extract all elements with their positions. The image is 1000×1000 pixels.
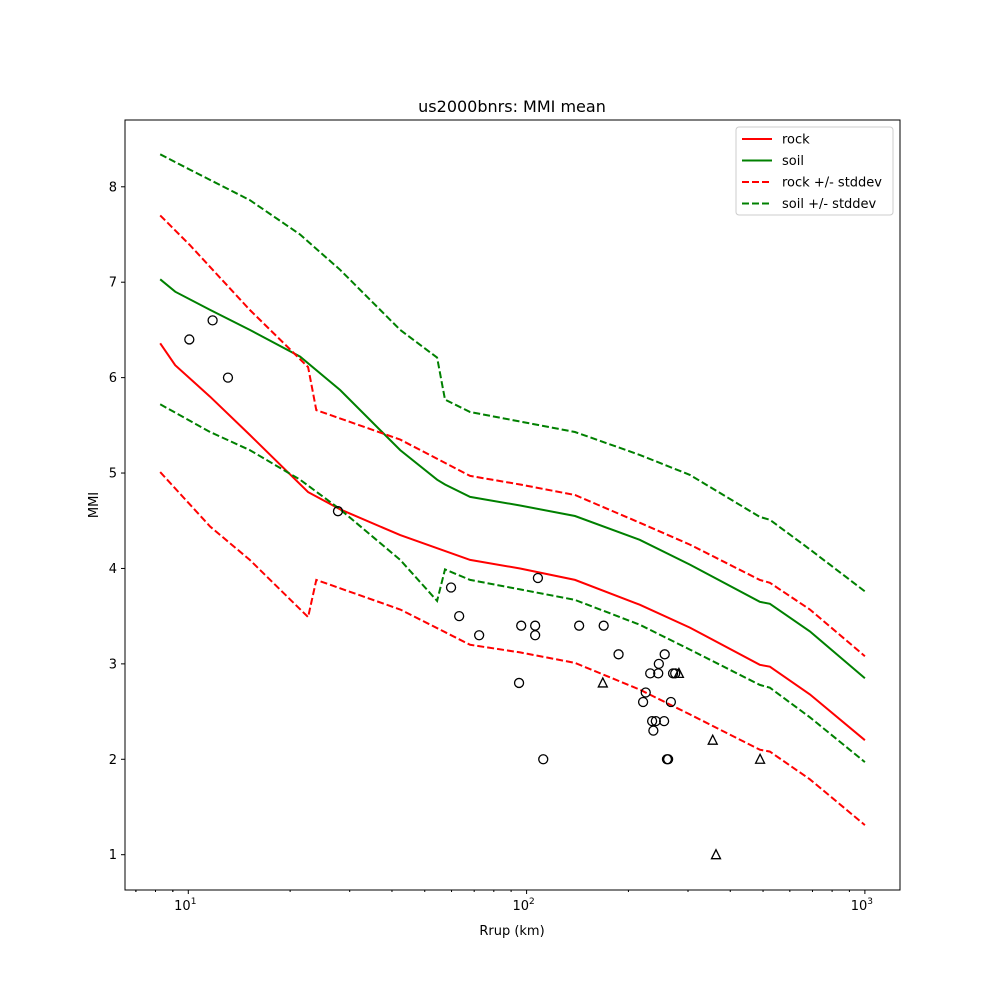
series-line-2 [159, 214, 866, 657]
series-line-5 [159, 403, 866, 763]
data-point-circle [454, 611, 465, 622]
y-tick-label: 4 [109, 562, 117, 577]
data-point-circle [184, 334, 195, 345]
data-point-circle [658, 715, 670, 727]
data-point-circle [516, 620, 527, 631]
y-tick-label: 5 [109, 467, 117, 482]
series-line-4 [159, 153, 866, 593]
data-point-circle [640, 687, 651, 698]
chart-title: us2000bnrs: MMI mean [418, 97, 606, 116]
plot-frame [124, 119, 901, 891]
y-tick-label: 7 [109, 276, 117, 291]
series-line-1 [159, 278, 866, 679]
data-point-circle [665, 696, 677, 708]
data-point-circle [473, 630, 485, 641]
legend-entry: rock +/- stddev [782, 176, 882, 191]
data-point-circle [332, 506, 344, 517]
x-tick-label: 102 [512, 897, 534, 914]
y-tick-label: 3 [109, 657, 117, 672]
data-point-circle [653, 668, 664, 679]
x-axis-label: Rrup (km) [479, 924, 544, 939]
data-point-circle [648, 725, 659, 736]
data-point-circle [659, 649, 670, 660]
data-point-circle [538, 754, 549, 765]
data-point-circle [637, 696, 649, 708]
data-point-circle [662, 754, 674, 765]
data-point-circle [532, 572, 544, 584]
legend-entry: soil [782, 154, 804, 169]
legend-entry: soil +/- stddev [782, 197, 877, 212]
series-line-3 [159, 471, 866, 826]
x-tick-label: 103 [851, 897, 873, 914]
legend: rock soil rock +/- stddev soil +/- stddev [735, 126, 894, 216]
y-tick-label: 1 [109, 848, 117, 863]
y-axis-label: MMI [87, 492, 102, 518]
y-tick-label: 2 [109, 753, 117, 768]
data-point-circle [646, 715, 658, 727]
data-point-circle [613, 649, 624, 660]
data-point-circle [573, 620, 585, 631]
legend-entry: rock [782, 133, 810, 148]
data-point-triangle [710, 848, 722, 860]
data-point-circle [650, 715, 661, 727]
data-point-circle [513, 677, 525, 689]
data-point-circle [645, 668, 656, 679]
data-point-triangle [707, 733, 719, 745]
data-point-circle [445, 582, 457, 593]
series-line-0 [159, 342, 866, 741]
x-tick-label: 101 [174, 897, 196, 914]
data-point-triangle [673, 666, 685, 679]
data-point-circle [222, 372, 234, 383]
data-point-triangle [754, 752, 766, 764]
data-point-circle [207, 315, 218, 326]
legend-box [735, 126, 894, 216]
data-point-circle [529, 630, 541, 641]
y-tick-label: 6 [109, 371, 117, 386]
data-point-triangle [597, 676, 609, 688]
y-tick-label: 8 [109, 180, 117, 195]
data-point-circle [598, 620, 609, 631]
